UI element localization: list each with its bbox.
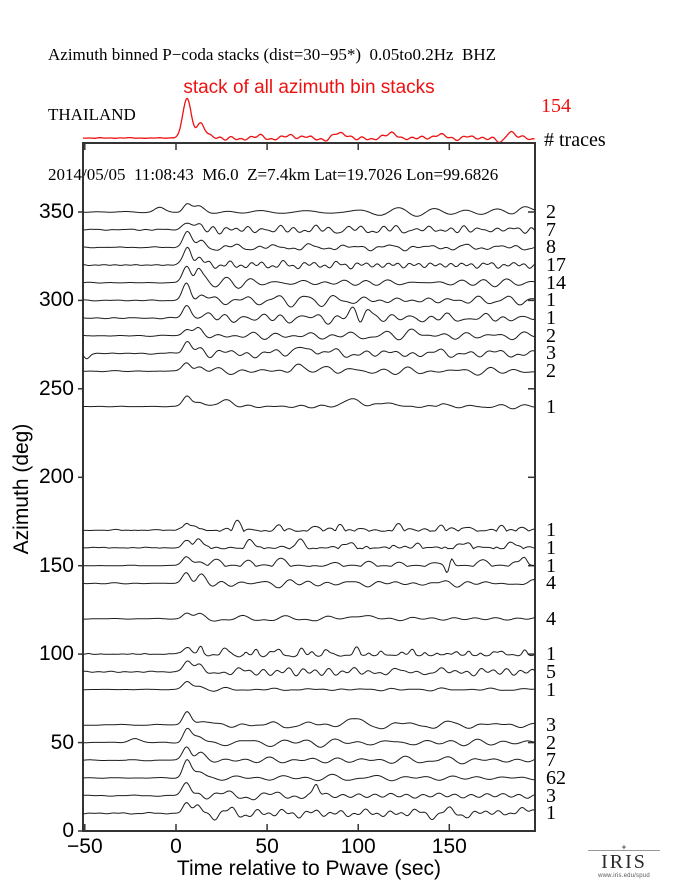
y-tick-label: 300 [38,288,74,312]
trace-count: 14 [546,271,566,294]
trace-count: 1 [546,289,556,312]
waveform-trace [83,802,535,821]
waveform-trace [83,538,535,550]
title-line-2: THAILAND [48,105,136,124]
trace-count: 62 [546,766,566,789]
trace-count: 1 [546,554,556,577]
y-tick-label: 350 [38,199,74,223]
y-tick-label: 100 [38,642,74,666]
trace-count: 1 [546,395,556,418]
trace-count: 3 [546,784,556,807]
waveform-trace [83,222,535,235]
waveform-trace [83,572,535,589]
trace-count-heading: # traces [544,129,606,151]
waveform-trace [83,782,535,801]
trace-count: 2 [546,200,556,223]
waveform-trace [83,556,535,574]
trace-count: 3 [546,342,556,365]
y-tick-label: 250 [38,376,74,400]
waveform-trace [83,680,535,692]
waveform-trace [83,519,535,533]
trace-count: 4 [546,607,556,630]
y-tick-label: 200 [38,465,74,489]
stack-trace-line [82,97,535,144]
waveform-plot [78,142,536,832]
waveform-trace [83,395,535,410]
waveform-trace [83,645,535,658]
waveform-trace [83,265,535,289]
trace-count: 1 [546,678,556,701]
plot-box [82,142,536,832]
title-line-1: Azimuth binned P−coda stacks (dist=30−95… [48,45,497,64]
title-line-3: 2014/05/05 11:08:43 M6.0 Z=7.4km Lat=19.… [48,165,499,184]
trace-count: 8 [546,236,556,259]
iris-logo-url: www.iris.edu/spud [598,873,650,879]
trace-count: 17 [546,254,566,277]
waveform-trace [83,612,535,622]
waveform-trace [83,340,535,360]
waveform-trace [83,304,535,325]
trace-count: 1 [546,307,556,330]
waveform-trace [83,282,535,308]
stack-total-count: 154 [541,95,571,117]
trace-count: 1 [546,643,556,666]
x-tick-label: 150 [431,835,467,858]
iris-logo-text: IRIS [601,851,647,873]
trace-count: 2 [546,360,556,383]
waveform-trace [83,362,535,376]
trace-count: 2 [546,731,556,754]
figure-title: Azimuth binned P−coda stacks (dist=30−95… [48,5,498,205]
trace-count: 1 [546,537,556,560]
waveform-trace [83,746,535,765]
x-tick-label: 100 [340,835,376,858]
stack-waveform [82,97,535,144]
x-tick-label: 0 [170,835,182,858]
trace-count: 3 [546,713,556,736]
y-tick-label: 50 [50,730,74,754]
waveform-trace [83,203,535,217]
trace-count: 7 [546,218,556,241]
y-tick-label: 0 [62,819,74,842]
waveform-trace [83,246,535,270]
waveform-trace [83,711,535,730]
iris-logo-ornament-icon [584,843,664,852]
x-axis-label: Time relative to Pwave (sec) [176,857,442,880]
waveform-trace [83,759,535,782]
trace-count: 7 [546,749,556,772]
trace-count: 5 [546,660,556,683]
trace-count: 1 [546,519,556,542]
waveform-trace [83,326,535,341]
x-tick-label: −50 [67,835,103,858]
trace-count: 2 [546,324,556,347]
y-tick-label: 150 [38,553,74,577]
stack-of-all-label: stack of all azimuth bin stacks [183,77,435,98]
trace-count: 1 [546,802,556,825]
waveform-trace [83,727,535,748]
waveform-trace [83,660,535,677]
iris-logo: IRIS www.iris.edu/spud [584,843,664,880]
waveform-trace [83,230,535,252]
x-tick-label: 50 [255,835,279,858]
trace-count: 4 [546,572,556,595]
